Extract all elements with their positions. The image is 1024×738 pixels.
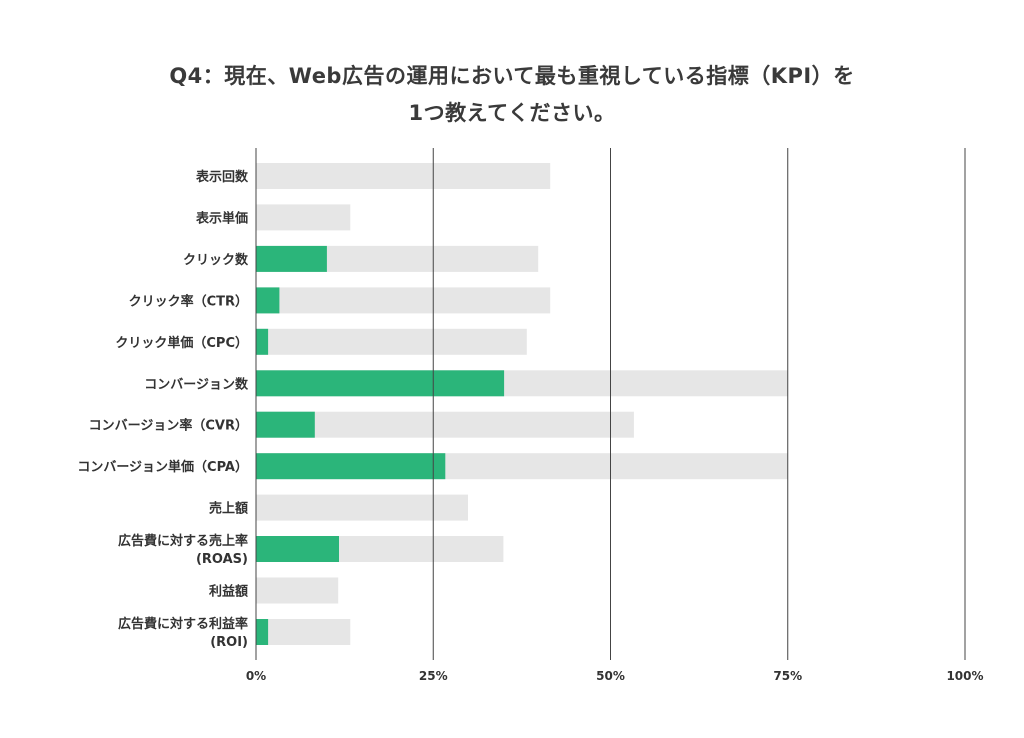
bar-green-7 (256, 453, 446, 480)
bar-green-2 (256, 245, 327, 272)
x-tick-label-4: 100% (946, 669, 983, 683)
x-tick-label-3: 75% (773, 669, 802, 683)
category-label-7: コンバージョン単価（CPA） (77, 459, 248, 475)
bar-gray-11 (256, 619, 351, 645)
bar-green-6 (256, 411, 315, 438)
bar-green-3 (256, 287, 280, 314)
category-label-2: クリック数 (183, 252, 249, 268)
chart-title-line-2: 1つ教えてください。 (408, 101, 616, 125)
category-label-1: 表示単価 (195, 210, 248, 226)
bar-gray-6 (256, 411, 634, 438)
bar-gray-1 (256, 204, 351, 231)
bar-gray-3 (256, 287, 551, 314)
category-label-0: 表示回数 (195, 169, 249, 185)
category-label-11-line-0: 広告費に対する利益率 (118, 616, 248, 632)
x-tick-label-0: 0% (246, 669, 266, 683)
category-label-8: 売上額 (209, 501, 248, 517)
bar-green-9 (256, 536, 339, 562)
chart-title-line-1: Q4：現在、Web広告の運用において最も重視している指標（KPI）を (169, 64, 855, 88)
bar-gray-10 (256, 577, 339, 604)
category-label-3: クリック率（CTR） (129, 293, 248, 309)
category-label-11-line-1: (ROI) (210, 635, 248, 650)
x-tick-label-2: 50% (596, 669, 625, 683)
category-label-9-line-1: (ROAS) (196, 552, 248, 567)
category-label-6: コンバージョン率（CVR） (89, 418, 248, 434)
bar-green-11 (256, 619, 269, 645)
category-label-9-line-0: 広告費に対する売上率 (118, 533, 248, 549)
x-tick-label-1: 25% (419, 669, 448, 683)
bar-gray-8 (256, 494, 468, 521)
bar-green-4 (256, 328, 269, 355)
bar-gray-0 (256, 163, 551, 189)
category-label-5: コンバージョン数 (144, 376, 249, 392)
bar-green-5 (256, 370, 505, 397)
category-label-10: 利益額 (209, 584, 248, 600)
category-label-4: クリック単価（CPC） (115, 335, 248, 351)
bar-gray-4 (256, 328, 527, 355)
